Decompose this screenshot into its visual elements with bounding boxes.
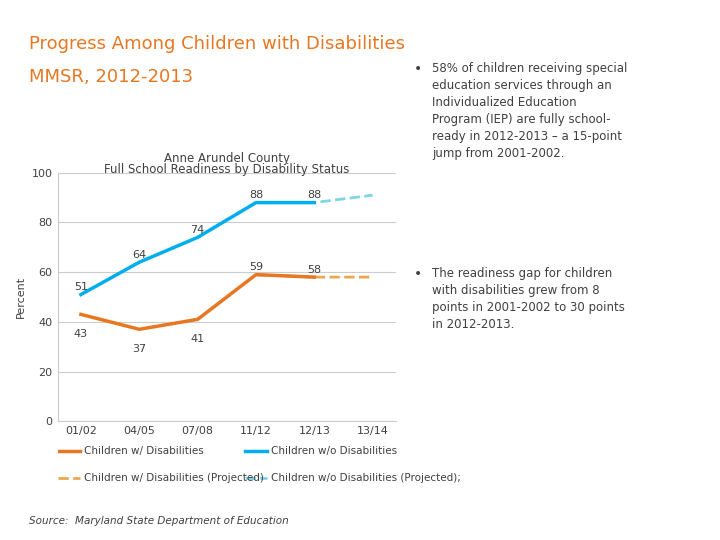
Text: Children w/o Disabilities: Children w/o Disabilities [271,446,397,456]
Text: Full School Readiness by Disability Status: Full School Readiness by Disability Stat… [104,163,349,176]
Text: •: • [414,267,422,281]
Text: •: • [414,62,422,76]
Text: 88: 88 [307,190,321,200]
Text: MMSR, 2012-2013: MMSR, 2012-2013 [29,68,193,85]
Text: 64: 64 [132,250,146,260]
Text: Source:  Maryland State Department of Education: Source: Maryland State Department of Edu… [29,516,289,526]
Text: Anne Arundel County: Anne Arundel County [164,152,289,165]
Text: 43: 43 [74,329,88,339]
Text: Progress Among Children with Disabilities: Progress Among Children with Disabilitie… [29,35,405,53]
Text: Children w/o Disabilities (Projected);: Children w/o Disabilities (Projected); [271,473,461,483]
Text: 58: 58 [307,265,321,275]
Text: 74: 74 [191,225,204,235]
Text: The readiness gap for children
with disabilities grew from 8
points in 2001-2002: The readiness gap for children with disa… [432,267,625,332]
Text: 59: 59 [249,262,263,272]
Text: 37: 37 [132,344,146,354]
Text: Children w/ Disabilities (Projected): Children w/ Disabilities (Projected) [84,473,264,483]
Text: 41: 41 [191,334,204,344]
Y-axis label: Percent: Percent [16,276,26,318]
Text: Children w/ Disabilities: Children w/ Disabilities [84,446,204,456]
Text: 58% of children receiving special
education services through an
Individualized E: 58% of children receiving special educat… [432,62,627,160]
Text: 51: 51 [74,282,88,292]
Text: 88: 88 [249,190,263,200]
